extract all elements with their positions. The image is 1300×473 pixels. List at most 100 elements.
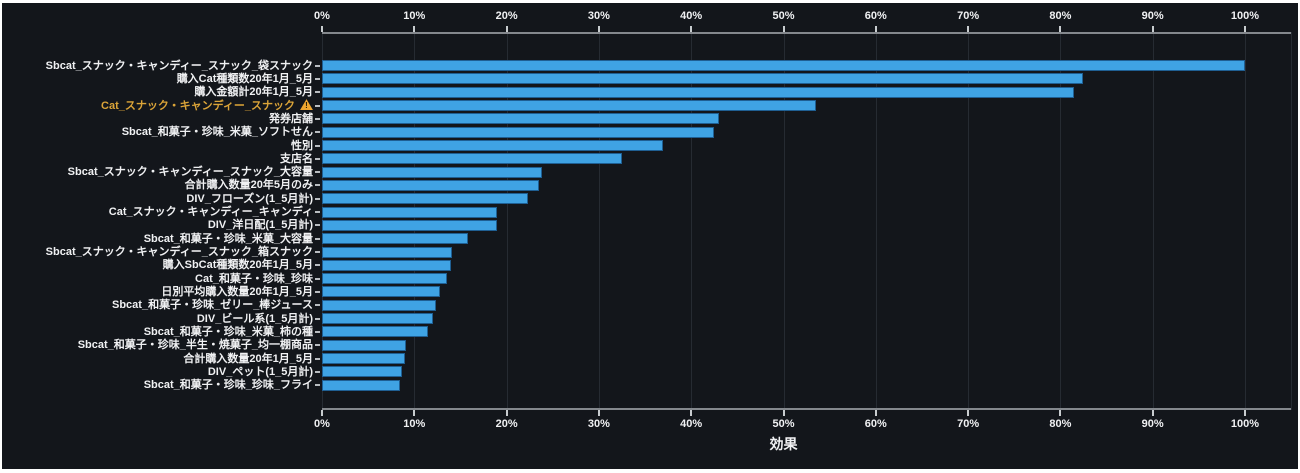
- category-tick: [315, 77, 320, 80]
- axis-tick-label: 30%: [587, 418, 610, 430]
- category-label: Sbcat_和菓子・珍味_ゼリー_棒ジュース: [112, 299, 313, 312]
- axis-tick-label: 60%: [864, 418, 887, 430]
- bar[interactable]: [322, 73, 1084, 85]
- bar[interactable]: [322, 259, 452, 271]
- axis-tick: [1059, 410, 1062, 416]
- bar[interactable]: [322, 100, 816, 112]
- category-tick: [315, 184, 320, 187]
- category-label: DIV_ペット(1_5月計): [207, 365, 313, 378]
- axis-tick: [321, 26, 323, 32]
- bar[interactable]: [322, 193, 528, 205]
- bar-track: [322, 366, 1291, 378]
- category-tick: [315, 330, 320, 333]
- bar-row: Sbcat_スナック・キャンディー_スナック_大容量: [2, 166, 1298, 179]
- bar[interactable]: [322, 140, 664, 152]
- category-label: Cat_スナック・キャンディー_キャンディ: [108, 206, 313, 219]
- bar-track: [322, 326, 1291, 338]
- axis-tick-label: 30%: [587, 10, 610, 22]
- bar[interactable]: [322, 219, 498, 231]
- bar[interactable]: [322, 60, 1245, 72]
- bar-track: [322, 193, 1291, 205]
- gridline: [783, 32, 785, 410]
- bar-track: [322, 233, 1291, 245]
- axis-tick-label: 10%: [403, 418, 426, 430]
- bar-track: [322, 219, 1291, 231]
- category-label: 購入SbCat種類数20年1月_5月: [162, 259, 313, 272]
- bar[interactable]: [322, 246, 453, 258]
- x-axis-label: 効果: [769, 436, 798, 452]
- category-label: Sbcat_和菓子・珍味_米菓_大容量: [143, 232, 313, 245]
- bar-track: [322, 339, 1291, 351]
- axis-tick-label: 90%: [1141, 10, 1164, 22]
- bar-track: [322, 73, 1291, 85]
- bar[interactable]: [322, 86, 1075, 98]
- bar[interactable]: [322, 273, 447, 285]
- bar-row: DIV_ペット(1_5月計): [2, 365, 1298, 378]
- axis-tick-label: 90%: [1141, 418, 1164, 430]
- gridline: [968, 32, 970, 410]
- category-tick: [315, 317, 320, 320]
- axis-tick: [413, 26, 416, 32]
- bar[interactable]: [322, 313, 433, 325]
- bar-track: [322, 153, 1291, 165]
- category-label: 日別平均購入数量20年1月_5月: [161, 285, 313, 298]
- bar-row: DIV_洋日配(1_5月計): [2, 219, 1298, 232]
- category-tick: [315, 224, 320, 227]
- bar-row: Sbcat_スナック・キャンディー_スナック_袋スナック: [2, 59, 1298, 72]
- bar-row: Sbcat_和菓子・珍味_米菓_ソフトせん: [2, 126, 1298, 139]
- bar[interactable]: [322, 339, 406, 351]
- bar-track: [322, 100, 1291, 112]
- bar-row: 日別平均購入数量20年1月_5月: [2, 285, 1298, 298]
- bar[interactable]: [322, 286, 441, 298]
- top-axis-line: [322, 32, 1291, 34]
- bar-row: 購入金額計20年1月_5月: [2, 86, 1298, 99]
- bar[interactable]: [322, 166, 542, 178]
- bar[interactable]: [322, 379, 401, 391]
- bar-row: Sbcat_和菓子・珍味_ゼリー_棒ジュース: [2, 299, 1298, 312]
- axis-tick-label: 80%: [1049, 418, 1072, 430]
- category-tick: [315, 264, 320, 267]
- bar[interactable]: [322, 206, 498, 218]
- axis-tick-label: 70%: [957, 10, 980, 22]
- axis-tick-label: 10%: [403, 10, 426, 22]
- category-label: Cat_和菓子・珍味_珍味: [195, 272, 313, 285]
- bar[interactable]: [322, 353, 406, 365]
- axis-tick-label: 40%: [680, 418, 703, 430]
- bar[interactable]: [322, 299, 436, 311]
- bar[interactable]: [322, 233, 468, 245]
- bar-track: [322, 259, 1291, 271]
- axis-tick: [967, 26, 970, 32]
- feature-impact-bar-chart: 0% 10% 20% 30% 40% 50% 60% 70% 80% 90% 100% 0% 10% 2…: [2, 3, 1298, 469]
- category-tick: [315, 131, 320, 134]
- bar-track: [322, 353, 1291, 365]
- category-tick: [315, 357, 320, 360]
- bar[interactable]: [322, 326, 429, 338]
- category-label: DIV_ビール系(1_5月計): [196, 312, 313, 325]
- category-tick: [315, 344, 320, 347]
- category-label: 購入Cat種類数20年1月_5月: [176, 72, 313, 85]
- bar[interactable]: [322, 113, 719, 125]
- category-label: Sbcat_スナック・キャンディー_スナック_袋スナック: [45, 59, 313, 72]
- bar-track: [322, 140, 1291, 152]
- axis-tick: [782, 410, 785, 416]
- bar[interactable]: [322, 126, 715, 138]
- bar[interactable]: [322, 366, 403, 378]
- category-label: Cat_スナック・キャンディー_スナック!: [2, 99, 313, 112]
- category-tick: [315, 251, 320, 254]
- axis-tick-label: 100%: [1230, 10, 1260, 22]
- axis-tick-label: 20%: [495, 10, 518, 22]
- axis-tick-label: 80%: [1049, 10, 1072, 22]
- bar[interactable]: [322, 179, 539, 191]
- axis-tick: [874, 410, 877, 416]
- gridline: [506, 32, 508, 410]
- bar-row: Cat_スナック・キャンディー_キャンディ: [2, 205, 1298, 218]
- category-label: Sbcat_和菓子・珍味_半生・焼菓子_均一棚商品: [77, 339, 313, 352]
- bar-row: 合計購入数量20年5月のみ: [2, 179, 1298, 192]
- bar[interactable]: [322, 153, 622, 165]
- category-label: 性別: [291, 139, 313, 152]
- gridline: [1060, 32, 1062, 410]
- category-tick: [315, 197, 320, 200]
- axis-tick: [597, 26, 600, 32]
- bar-row: 支店名: [2, 152, 1298, 165]
